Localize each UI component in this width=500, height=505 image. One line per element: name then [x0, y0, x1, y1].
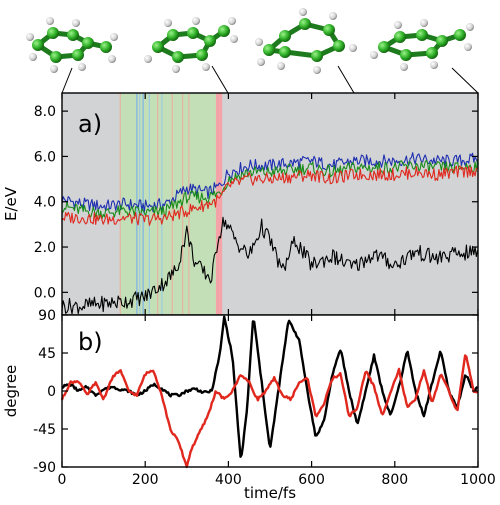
snapshot-pointer-3 — [337, 65, 355, 94]
panel-a-y-axis-title: E/eV — [2, 186, 20, 221]
panel-a-label: a) — [78, 110, 102, 138]
panel-a-y-tick-label: 8.0 — [34, 104, 56, 120]
x-tick-label: 200 — [132, 472, 159, 488]
panel-b-y-tick-label: -45 — [33, 422, 56, 438]
snapshot-pointer-2 — [211, 65, 229, 94]
panel-a-y-tick-label: 6.0 — [34, 149, 56, 165]
panel-b-y-tick-label: 90 — [38, 308, 56, 324]
panel-a-y-tick-label: 2.0 — [34, 240, 56, 256]
molecule-snapshot-4 — [370, 19, 474, 71]
x-tick-label: 600 — [298, 472, 325, 488]
x-tick-label: 800 — [381, 472, 408, 488]
panel-a-y-tick-label: 4.0 — [34, 195, 56, 211]
x-tick-label: 400 — [215, 472, 242, 488]
series-line-4 — [61, 216, 479, 315]
snapshot-pointer-1 — [61, 67, 73, 94]
panel-b-y-axis-title: degree — [2, 365, 20, 418]
panel-b-y-tick-label: 0 — [47, 384, 56, 400]
molecule-snapshot-2 — [144, 17, 238, 73]
panel-b-y-tick-label: 45 — [38, 346, 56, 362]
angle-series-line-2 — [60, 354, 478, 469]
molecule-snapshot-3 — [255, 8, 357, 74]
series-line-2 — [61, 159, 479, 220]
x-tick-label: 0 — [58, 472, 67, 488]
panel-a: 0.0 2.0 4.0 6.0 8.0 a) E/eV — [2, 92, 479, 316]
shaded-region-2 — [215, 93, 223, 315]
panel-b-y-tick-label: -90 — [33, 460, 56, 476]
panel-b-label: b) — [78, 328, 103, 356]
panel-a-y-tick-label: 0.0 — [34, 285, 56, 301]
series-line-3 — [61, 165, 478, 226]
molecule-snapshots — [26, 8, 479, 94]
panel-b: -90 -45 0 45 90 0 200 400 600 800 1000 b) degree t… — [2, 308, 496, 502]
molecule-snapshot-1 — [26, 17, 118, 73]
snapshot-pointer-4 — [451, 67, 479, 94]
x-axis-title: time/fs — [244, 484, 296, 502]
x-tick-label: 1000 — [460, 472, 496, 488]
